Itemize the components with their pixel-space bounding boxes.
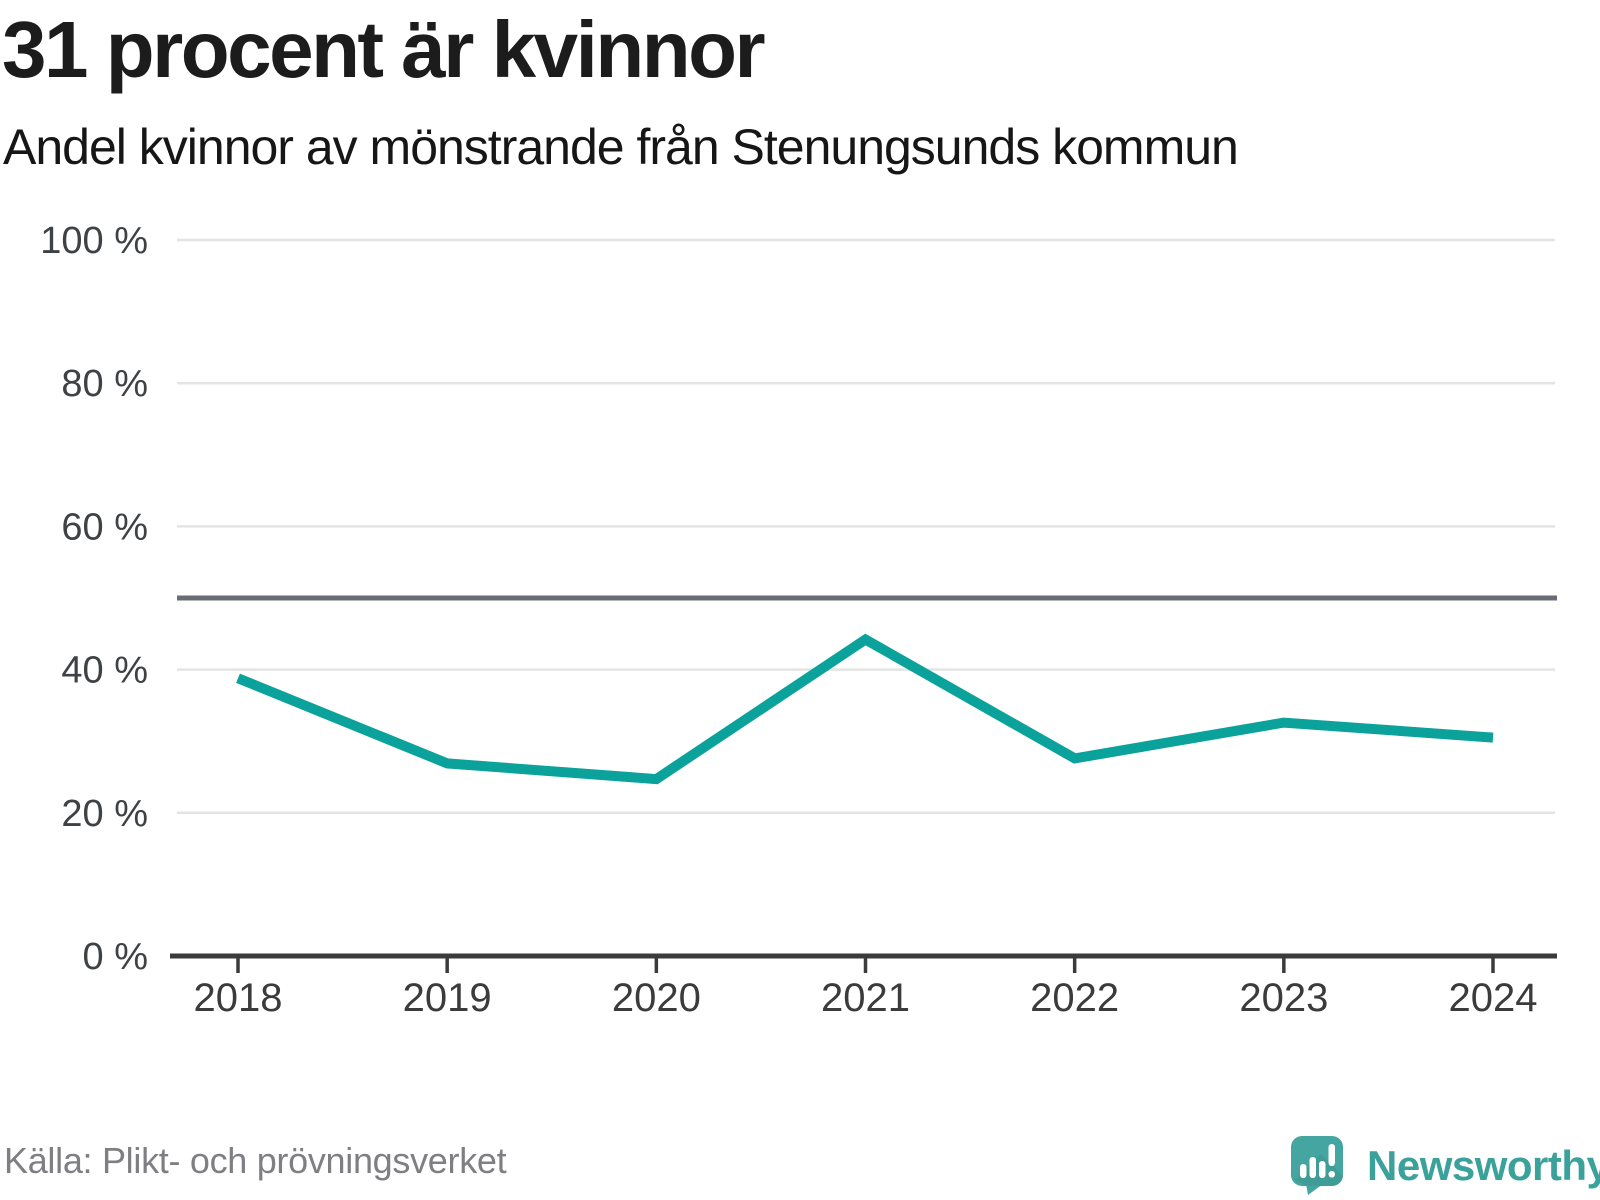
chart-title: 31 procent är kvinnor (2, 5, 766, 94)
x-axis-tick-label: 2021 (821, 976, 910, 1020)
newsworthy-wordmark: Newsworthy (1367, 1142, 1600, 1189)
newsworthy-bubble-chart-icon (1291, 1136, 1343, 1195)
x-axis-tick-label: 2018 (194, 976, 283, 1020)
x-axis-tick-label: 2022 (1030, 976, 1119, 1020)
y-axis-tick-label: 0 % (83, 936, 148, 978)
newsworthy-logo: Newsworthy (1291, 1136, 1600, 1196)
source-note: Källa: Plikt- och prövningsverket (4, 1140, 507, 1181)
y-axis-tick-label: 40 % (61, 650, 148, 692)
y-axis-tick-label: 20 % (61, 793, 148, 835)
y-axis-tick-label: 100 % (40, 220, 148, 262)
x-axis-tick-label: 2020 (612, 976, 701, 1020)
y-axis-tick-label: 60 % (61, 506, 148, 548)
y-axis-tick-label: 80 % (61, 363, 148, 405)
x-axis-tick-label: 2023 (1239, 976, 1328, 1020)
chart-subtitle: Andel kvinnor av mönstrande från Stenung… (3, 119, 1239, 175)
x-axis-tick-label: 2019 (403, 976, 492, 1020)
trend-line (236, 633, 1494, 785)
x-axis-tick-label: 2024 (1449, 976, 1538, 1020)
